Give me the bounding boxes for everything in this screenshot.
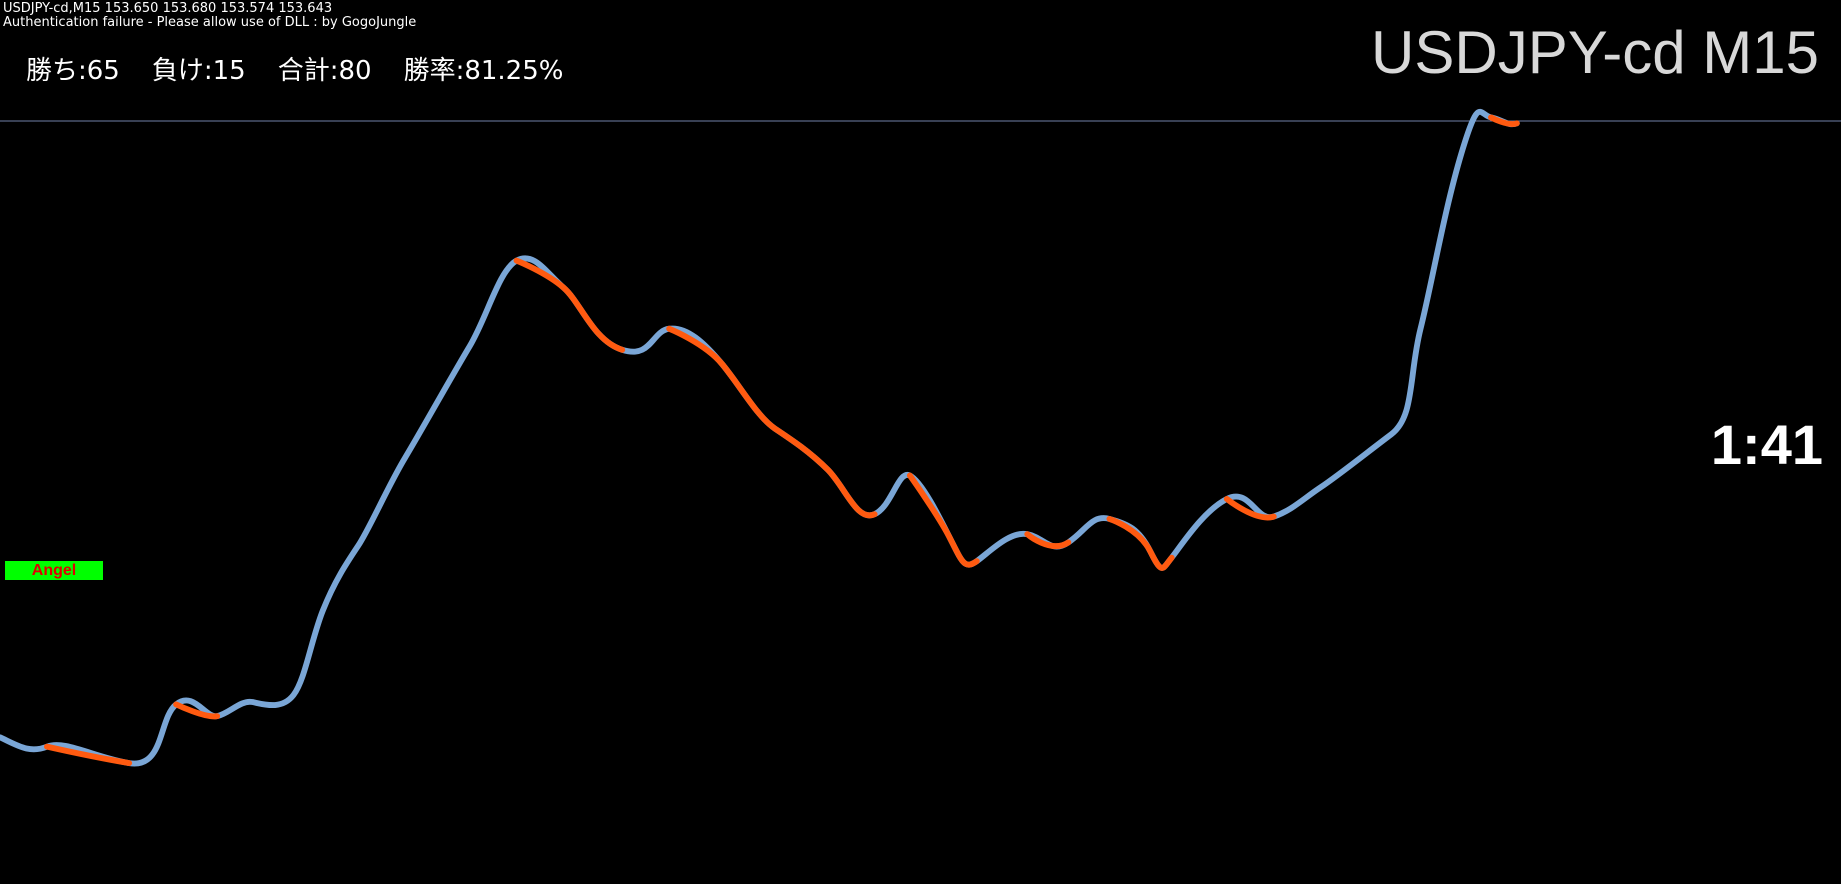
losses: 負け:15 <box>151 56 246 86</box>
wins: 勝ち:65 <box>26 56 120 86</box>
badge: Angel <box>5 561 103 580</box>
total: 合計:80 <box>277 56 372 86</box>
notice: Authentication failure - Please allow us… <box>3 15 417 30</box>
stats: 勝ち:65 負け:15 合計:80 勝率:81.25% <box>26 50 563 87</box>
moving-average-down <box>44 114 1520 767</box>
chart-title: USDJPY-cd M15 <box>1371 19 1819 86</box>
countdown: 1:41 <box>1710 413 1823 476</box>
moving-average <box>0 108 1520 767</box>
symbol-line: USDJPY-cd,M15 153.650 153.680 153.574 15… <box>3 1 333 16</box>
win-rate: 勝率:81.25% <box>403 56 564 86</box>
